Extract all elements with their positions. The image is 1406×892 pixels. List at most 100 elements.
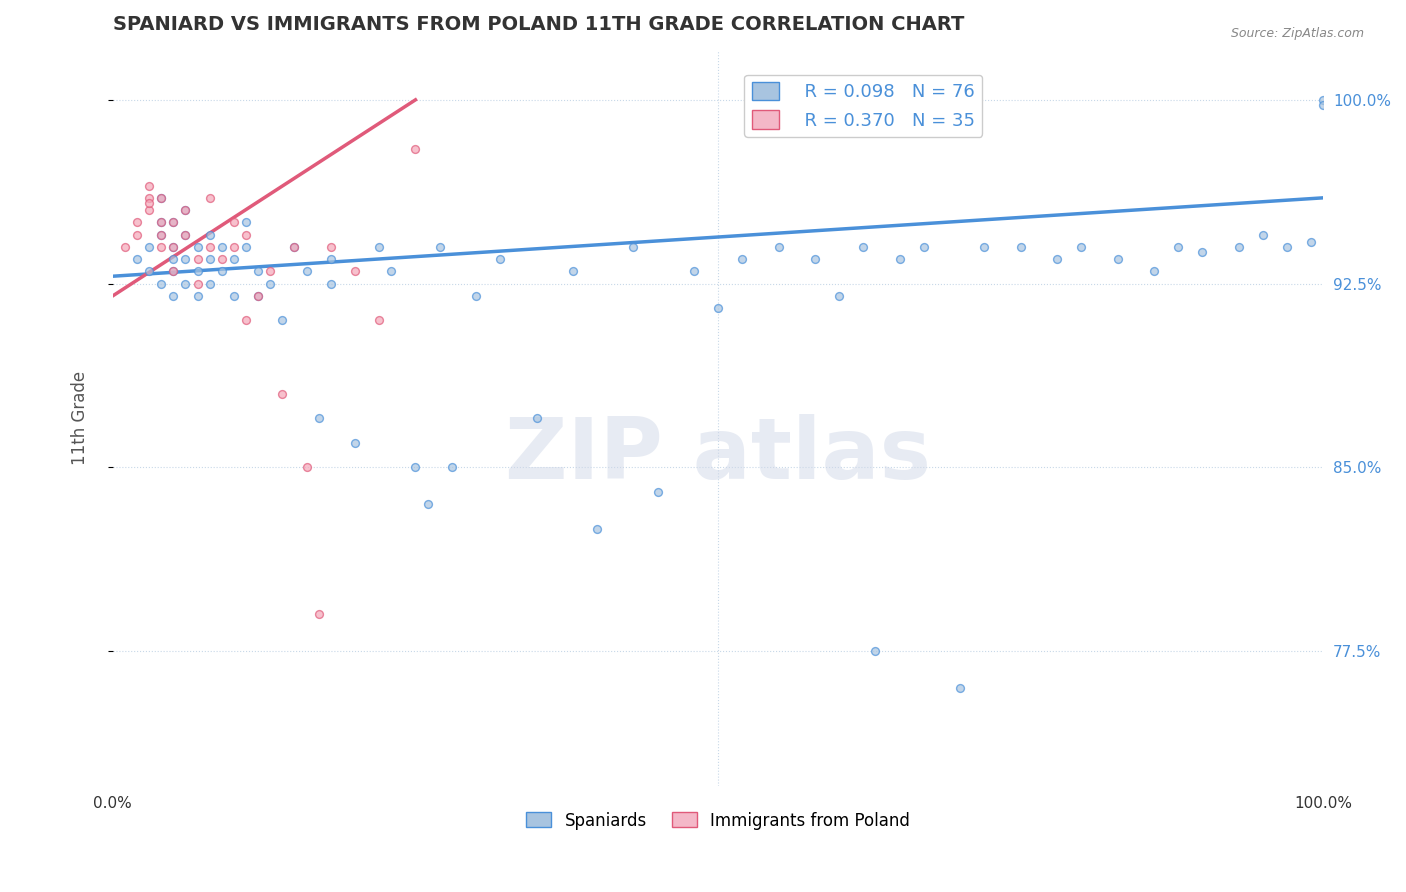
Point xyxy=(768,240,790,254)
Point xyxy=(828,289,851,303)
Point xyxy=(247,264,270,278)
Point xyxy=(174,277,197,291)
Point xyxy=(621,240,644,254)
Point xyxy=(150,215,173,229)
Point xyxy=(271,386,294,401)
Point xyxy=(368,240,391,254)
Point xyxy=(162,264,184,278)
Point xyxy=(973,240,995,254)
Point xyxy=(283,240,305,254)
Point xyxy=(465,289,488,303)
Point xyxy=(138,264,160,278)
Y-axis label: 11th Grade: 11th Grade xyxy=(72,371,89,466)
Point xyxy=(187,289,209,303)
Point xyxy=(295,264,318,278)
Point xyxy=(162,215,184,229)
Point xyxy=(429,240,451,254)
Point xyxy=(162,215,184,229)
Point xyxy=(404,142,426,156)
Point xyxy=(319,240,342,254)
Point xyxy=(198,240,221,254)
Point xyxy=(235,227,257,242)
Point xyxy=(198,252,221,266)
Point xyxy=(368,313,391,327)
Point xyxy=(319,277,342,291)
Point xyxy=(222,240,245,254)
Point xyxy=(138,203,160,218)
Point xyxy=(150,240,173,254)
Point xyxy=(404,460,426,475)
Point xyxy=(1301,235,1323,249)
Point xyxy=(319,252,342,266)
Point xyxy=(187,252,209,266)
Point xyxy=(162,240,184,254)
Point xyxy=(150,277,173,291)
Point xyxy=(416,497,439,511)
Point xyxy=(731,252,754,266)
Point xyxy=(1107,252,1129,266)
Point xyxy=(162,289,184,303)
Point xyxy=(1227,240,1250,254)
Point xyxy=(138,195,160,210)
Point xyxy=(489,252,512,266)
Point xyxy=(1167,240,1189,254)
Point xyxy=(707,301,730,315)
Point xyxy=(174,203,197,218)
Point xyxy=(235,240,257,254)
Point xyxy=(1046,252,1069,266)
Point xyxy=(211,264,233,278)
Point xyxy=(380,264,402,278)
Point xyxy=(343,264,366,278)
Point xyxy=(114,240,136,254)
Point xyxy=(271,313,294,327)
Point xyxy=(125,215,148,229)
Point xyxy=(198,191,221,205)
Point xyxy=(561,264,583,278)
Point xyxy=(174,203,197,218)
Point xyxy=(150,191,173,205)
Point xyxy=(308,411,330,425)
Point xyxy=(125,252,148,266)
Point xyxy=(259,277,281,291)
Point xyxy=(247,289,270,303)
Point xyxy=(222,215,245,229)
Point xyxy=(138,191,160,205)
Point xyxy=(198,277,221,291)
Point xyxy=(150,227,173,242)
Point xyxy=(526,411,548,425)
Point xyxy=(440,460,463,475)
Point xyxy=(1312,93,1334,107)
Point xyxy=(138,240,160,254)
Point xyxy=(682,264,704,278)
Point xyxy=(187,240,209,254)
Point xyxy=(1010,240,1032,254)
Point xyxy=(125,227,148,242)
Text: ZIP atlas: ZIP atlas xyxy=(505,414,931,497)
Point xyxy=(865,644,887,658)
Point xyxy=(852,240,875,254)
Point xyxy=(211,240,233,254)
Point xyxy=(162,264,184,278)
Point xyxy=(804,252,827,266)
Point xyxy=(150,215,173,229)
Point xyxy=(247,289,270,303)
Point xyxy=(308,607,330,622)
Point xyxy=(211,252,233,266)
Point xyxy=(187,264,209,278)
Point xyxy=(150,227,173,242)
Point xyxy=(222,289,245,303)
Point xyxy=(174,227,197,242)
Point xyxy=(222,252,245,266)
Point xyxy=(150,191,173,205)
Point xyxy=(174,252,197,266)
Point xyxy=(889,252,911,266)
Point xyxy=(162,240,184,254)
Point xyxy=(1143,264,1166,278)
Point xyxy=(1251,227,1274,242)
Point xyxy=(187,277,209,291)
Point xyxy=(343,435,366,450)
Point xyxy=(283,240,305,254)
Point xyxy=(198,227,221,242)
Point xyxy=(912,240,935,254)
Point xyxy=(174,227,197,242)
